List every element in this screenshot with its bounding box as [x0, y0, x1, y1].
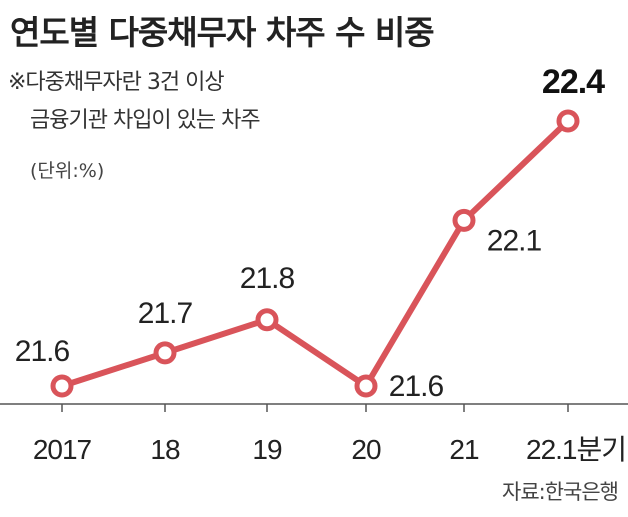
data-point [354, 374, 378, 398]
data-label: 21.6 [389, 370, 444, 403]
source-label: 자료:한국은행 [502, 480, 619, 504]
x-tick-label: 18 [150, 434, 180, 465]
x-tick-label: 2017 [33, 434, 92, 465]
chart-note: ※다중채무자란 3건 이상 금융기관 차입이 있는 차주 [8, 64, 261, 140]
note-line-1: ※다중채무자란 3건 이상 [8, 70, 225, 95]
note-line-2: 금융기관 차입이 있는 차주 [30, 108, 261, 133]
data-label: 22.1 [487, 224, 542, 257]
x-tick-label: 19 [252, 434, 282, 465]
data-labels: 21.6 21.7 21.8 21.6 22.1 22.4 [15, 63, 606, 403]
series-line [59, 118, 571, 389]
unit-label: (단위:%) [30, 160, 105, 182]
x-tick-label: 20 [351, 434, 381, 465]
data-point [50, 374, 74, 398]
data-point [153, 341, 177, 365]
data-label: 21.6 [15, 335, 70, 368]
data-point [556, 109, 580, 133]
data-label: 21.7 [138, 297, 193, 330]
chart-title: 연도별 다중채무자 차주 수 비중 [10, 13, 435, 52]
data-label: 21.8 [240, 262, 295, 295]
data-point [452, 208, 476, 232]
data-point [255, 308, 279, 332]
x-tick-label: 22.1분기 [526, 434, 626, 465]
series-layer [50, 109, 580, 398]
x-tick-label: 21 [449, 434, 479, 465]
data-label-highlight: 22.4 [542, 63, 605, 101]
x-axis: 2017 18 19 20 21 22.1분기 [0, 403, 628, 465]
